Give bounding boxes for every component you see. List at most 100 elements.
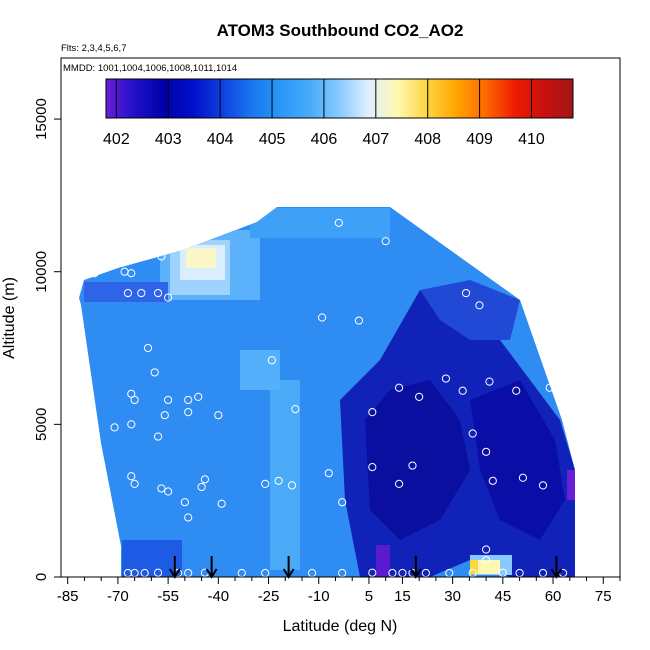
sample-point	[170, 240, 179, 249]
y-tick-label: 5000	[33, 408, 50, 441]
sample-point	[127, 472, 136, 481]
dates-subtitle: MMDD: 1001,1004,1006,1008,1011,1014	[63, 63, 237, 74]
sample-point	[518, 473, 528, 482]
sample-point	[441, 374, 451, 383]
colorbar-tick-label: 408	[414, 131, 441, 148]
sample-point	[368, 408, 377, 417]
sample-point	[458, 386, 467, 395]
sample-point	[482, 545, 491, 554]
sample-point	[153, 568, 163, 577]
colorbar-tick-label: 402	[103, 131, 130, 148]
sample-point	[130, 395, 139, 405]
sample-point	[127, 269, 136, 278]
sample-point	[184, 408, 193, 417]
sample-point	[200, 475, 210, 484]
chart-title: ATOM3 Southbound CO2_AO2	[217, 21, 464, 40]
sample-point	[545, 383, 554, 392]
sample-point	[394, 479, 404, 488]
y-tick-label: 15000	[33, 98, 50, 140]
sample-point	[498, 568, 507, 577]
sample-point	[394, 383, 404, 392]
sample-point	[73, 269, 82, 278]
sample-point	[164, 293, 173, 302]
sample-point	[123, 288, 133, 298]
sample-point	[217, 499, 226, 508]
colorbar-tick-label: 404	[207, 131, 234, 148]
x-tick-label: -40	[207, 588, 229, 605]
x-tick-label: 60	[545, 588, 562, 605]
y-axis-label: Altitude (m)	[1, 277, 18, 359]
sample-point	[461, 288, 471, 298]
sample-point	[214, 411, 223, 420]
y-axis: 0 5000 10000 15000	[33, 98, 61, 581]
sample-point	[90, 269, 99, 278]
flights-subtitle: Flts: 2,3,4,5,6,7	[61, 43, 126, 54]
sample-point	[164, 395, 173, 405]
y-tick-label: 10000	[33, 251, 50, 293]
sample-point	[137, 288, 146, 298]
y-tick-label: 0	[33, 573, 50, 581]
sample-point	[368, 568, 377, 577]
colorbar: 402 403 404 405 406 407 408 409 410	[103, 78, 574, 148]
sample-point	[157, 252, 166, 261]
colorbar-tick-label: 403	[155, 131, 182, 148]
sample-point	[153, 432, 163, 441]
sample-point	[538, 481, 548, 490]
sample-point	[317, 313, 327, 322]
sample-point	[324, 469, 333, 478]
sample-point	[475, 301, 484, 310]
x-tick-label: 75	[595, 588, 612, 605]
sample-point	[338, 498, 347, 507]
sample-point	[482, 447, 491, 456]
sample-point	[160, 411, 169, 420]
colorbar-tick-label: 410	[518, 131, 545, 148]
sample-point	[110, 423, 119, 432]
sample-point	[368, 462, 377, 472]
sample-point	[150, 368, 159, 377]
x-tick-label: 5	[365, 588, 373, 605]
sample-point	[164, 487, 173, 496]
sample-point	[498, 191, 507, 200]
sample-point	[127, 389, 136, 398]
colorbar-tick-label: 406	[311, 131, 338, 148]
sample-point	[415, 392, 424, 401]
sample-point	[130, 479, 139, 488]
sample-point	[512, 386, 521, 395]
sample-point	[274, 476, 283, 485]
sample-point	[307, 188, 317, 197]
x-tick-label: -85	[57, 588, 79, 605]
sample-point	[287, 481, 297, 490]
x-tick-label: -70	[107, 588, 129, 605]
colorbar-tick-label: 409	[466, 131, 493, 148]
sample-point	[408, 461, 417, 470]
sample-point	[468, 429, 477, 438]
x-tick-label: 15	[394, 588, 411, 605]
x-tick-label: 30	[444, 588, 461, 605]
sample-point	[127, 420, 136, 429]
sample-point	[261, 479, 270, 488]
sample-point	[291, 404, 300, 414]
sample-point	[184, 395, 193, 405]
x-axis: -85 -70 -55 -40 -25 -10 5 15 30 45 60 75	[57, 577, 621, 605]
sample-point	[334, 218, 343, 227]
colorbar-tick-label: 407	[362, 131, 389, 148]
sample-point	[488, 476, 497, 485]
sample-point	[194, 392, 203, 401]
x-tick-label: -10	[308, 588, 330, 605]
sample-point	[157, 484, 166, 493]
x-tick-label: -25	[258, 588, 280, 605]
sample-point	[482, 556, 491, 565]
x-axis-label: Latitude (deg N)	[283, 618, 398, 635]
sample-point	[267, 356, 276, 365]
colorbar-tick-label: 405	[259, 131, 286, 148]
sample-point	[354, 316, 364, 325]
sample-point	[153, 288, 163, 298]
sample-point	[589, 473, 598, 482]
x-tick-label: -55	[157, 588, 179, 605]
plot-frame	[60, 57, 621, 578]
sample-point	[485, 377, 494, 386]
sample-point	[143, 343, 153, 353]
sample-point	[585, 569, 594, 577]
sample-point	[184, 513, 193, 522]
